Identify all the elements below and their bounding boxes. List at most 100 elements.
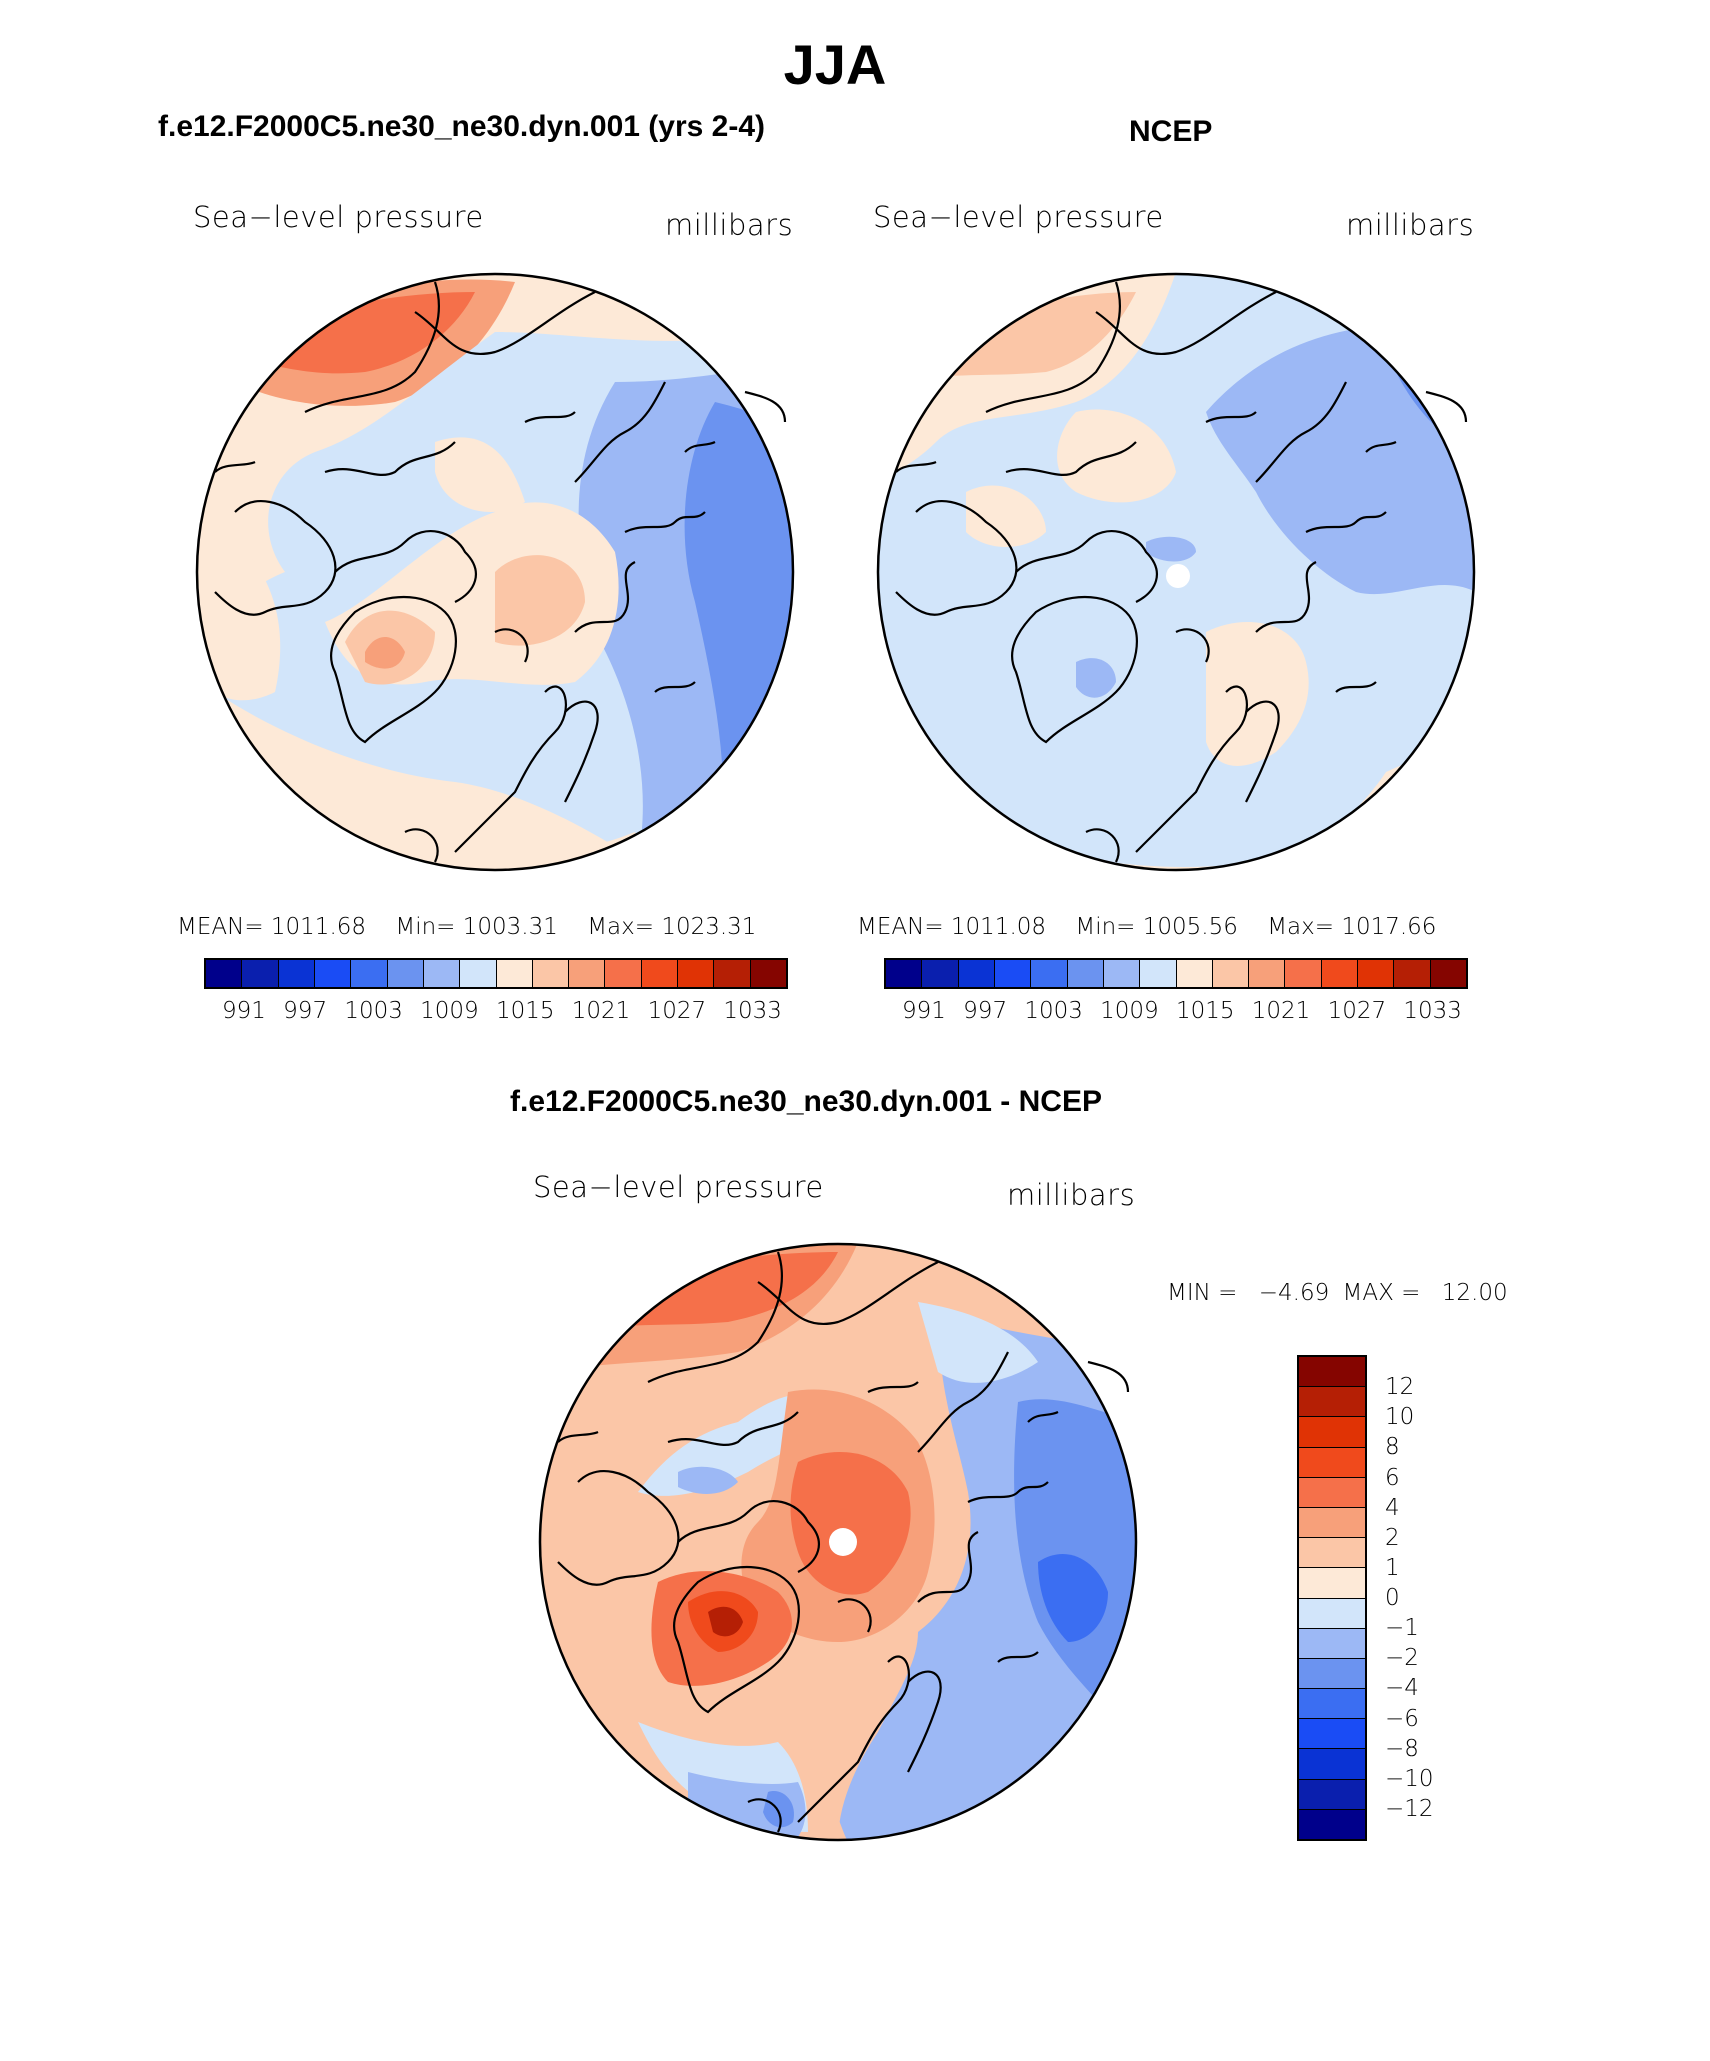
model-colorbar-swatch [278,960,315,987]
model-colorbar-tick-label: 1021 [571,998,631,1024]
model-variable-label: Sea−level pressure [193,200,484,234]
model-min-value: 1003.31 [462,914,558,940]
model-colorbar-swatch [569,960,606,987]
obs-colorbar-swatch [1212,960,1250,987]
obs-colorbar-swatch [994,960,1032,987]
model-colorbar-swatch [387,960,424,987]
obs-min-label: Min= [1075,914,1136,940]
model-colorbar-tick-label: 991 [222,998,266,1024]
diff-colorbar-tick-label: −4 [1385,1675,1419,1702]
obs-colorbar-swatch [1140,960,1177,987]
obs-stats: MEAN= 1011.08 Min= 1005.56 Max= 1017.66 [857,914,1436,940]
obs-colorbar-swatch [1067,960,1104,987]
model-colorbar-tick-label: 1015 [495,998,555,1024]
diff-colorbar-tick-label: −8 [1385,1735,1419,1762]
model-colorbar-swatch [206,960,243,987]
diff-colorbar-tick-label: 1 [1385,1554,1400,1581]
model-colorbar-tick-label: 1003 [344,998,403,1024]
model-max-value: 1023.31 [661,914,757,940]
obs-colorbar-swatch [886,960,923,987]
model-mean-value: 1011.68 [270,914,367,940]
diff-colorbar-swatch [1299,1689,1365,1720]
obs-units-label: millibars [1346,208,1475,242]
model-colorbar-swatch [641,960,679,987]
model-min-label: Min= [395,914,456,940]
obs-colorbar-swatch [1249,960,1286,987]
obs-colorbar-swatch [1285,960,1322,987]
diff-colorbar-swatch [1299,1357,1365,1388]
model-mean-label: MEAN= [177,914,264,940]
diff-colorbar-tick-label: −2 [1385,1645,1419,1672]
model-units-label: millibars [665,208,794,242]
obs-variable-label: Sea−level pressure [873,200,1164,234]
diff-colorbar-tick-label: 8 [1385,1434,1400,1461]
diff-colorbar-swatch [1299,1507,1365,1539]
diff-colorbar-swatch [1299,1628,1365,1659]
obs-colorbar-swatch [922,960,959,987]
obs-panel-title: NCEP [1129,115,1213,148]
model-colorbar-tick-label: 1033 [723,998,782,1024]
diff-polar-map [538,1242,1138,1842]
obs-colorbar-tick-label: 991 [902,998,946,1024]
obs-colorbar-swatch [1358,960,1395,987]
model-colorbar-swatch [714,960,751,987]
diff-colorbar-swatch [1299,1779,1365,1810]
obs-colorbar-swatch [1031,960,1068,987]
diff-stats: MIN = −4.69 MAX = 12.00 [1167,1280,1508,1306]
diff-colorbar-swatch [1299,1417,1365,1448]
model-polar-map [195,272,795,872]
obs-colorbar-tick-label: 997 [963,998,1008,1024]
obs-colorbar-tick-label: 1015 [1175,998,1235,1024]
diff-variable-label: Sea−level pressure [533,1170,824,1204]
obs-max-label: Max= [1267,914,1335,940]
model-panel-title: f.e12.F2000C5.ne30_ne30.dyn.001 (yrs 2-4… [158,110,766,143]
model-max-label: Max= [587,914,655,940]
obs-colorbar-swatch [1394,960,1431,987]
obs-colorbar-tick-label: 1003 [1024,998,1083,1024]
diff-colorbar-swatch [1299,1477,1365,1508]
model-colorbar-swatch [423,960,461,987]
obs-polar-map [876,272,1476,872]
diff-max-label: MAX = [1342,1280,1421,1306]
obs-colorbar-tick-label: 1021 [1251,998,1311,1024]
diff-colorbar-tick-label: −1 [1385,1615,1419,1642]
diff-colorbar-swatch [1299,1447,1365,1478]
diff-colorbar-swatch [1299,1598,1365,1629]
model-colorbar [204,958,788,989]
obs-colorbar-tick-label: 1033 [1403,998,1462,1024]
diff-panel-title: f.e12.F2000C5.ne30_ne30.dyn.001 - NCEP [510,1085,1102,1118]
model-colorbar-swatch [242,960,279,987]
diff-colorbar-tick-label: 6 [1385,1464,1400,1491]
figure-title: JJA [783,33,887,96]
obs-colorbar-swatch [1321,960,1359,987]
obs-colorbar-swatch [1103,960,1141,987]
obs-mean-value: 1011.08 [950,914,1047,940]
obs-max-value: 1017.66 [1341,914,1437,940]
diff-colorbar-swatch [1299,1387,1365,1418]
obs-colorbar-tick-label: 1027 [1327,998,1387,1024]
diff-colorbar-tick-label: 0 [1385,1585,1400,1611]
model-colorbar-tick-label: 997 [283,998,328,1024]
diff-colorbar-swatch [1299,1658,1365,1690]
diff-colorbar-swatch [1299,1749,1365,1780]
model-colorbar-tick-label: 1009 [420,998,479,1024]
obs-mean-label: MEAN= [857,914,944,940]
obs-min-value: 1005.56 [1142,914,1238,940]
diff-colorbar-swatch [1299,1719,1365,1750]
diff-max-value: 12.00 [1441,1280,1508,1306]
model-colorbar-swatch [678,960,715,987]
diff-units-label: millibars [1007,1178,1136,1212]
model-colorbar-labels: 991 997 1003 1009 1015 1021 1027 1033 [222,998,782,1024]
model-stats: MEAN= 1011.68 Min= 1003.31 Max= 1023.31 [177,914,756,940]
obs-colorbar [884,958,1468,989]
obs-colorbar-labels: 991 997 1003 1009 1015 1021 1027 1033 [902,998,1462,1024]
diff-colorbar-tick-label: −12 [1385,1795,1434,1822]
model-colorbar-swatch [750,960,786,987]
diff-min-value: −4.69 [1258,1280,1330,1306]
obs-colorbar-swatch [1176,960,1213,987]
model-colorbar-swatch [532,960,570,987]
model-colorbar-swatch [605,960,642,987]
diff-colorbar-tick-label: 10 [1385,1404,1415,1431]
model-colorbar-swatch [314,960,352,987]
diff-colorbar-swatch [1299,1568,1365,1599]
